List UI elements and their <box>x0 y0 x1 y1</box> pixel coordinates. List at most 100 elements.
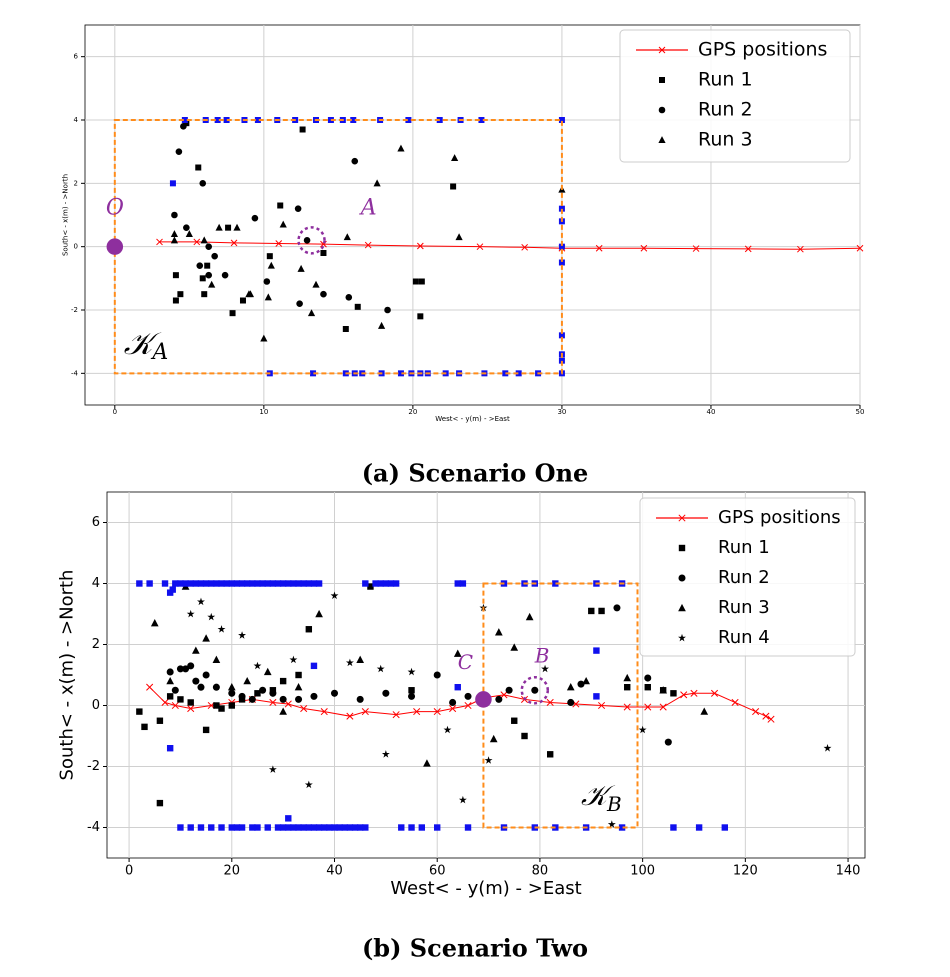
point <box>354 303 361 310</box>
point <box>161 698 169 707</box>
point <box>177 291 184 298</box>
point <box>199 275 206 282</box>
legend-marker <box>678 633 686 642</box>
annotation: O <box>106 196 124 221</box>
point <box>407 667 416 676</box>
point <box>230 239 238 247</box>
legend-label: Run 3 <box>698 129 753 151</box>
point <box>156 717 164 724</box>
point <box>525 612 534 621</box>
point <box>307 309 316 317</box>
point <box>285 580 292 587</box>
point <box>146 683 154 691</box>
x-tick-label: 30 <box>557 408 566 416</box>
point <box>343 233 351 241</box>
point <box>171 686 179 694</box>
point <box>285 824 292 831</box>
legend-label: Run 4 <box>718 627 770 648</box>
point <box>239 297 246 304</box>
point <box>531 686 539 694</box>
point <box>433 671 441 679</box>
point <box>297 264 305 272</box>
point <box>464 701 472 710</box>
point <box>172 272 179 279</box>
point <box>187 699 194 706</box>
point <box>767 715 775 723</box>
legend-marker <box>678 514 686 522</box>
point <box>361 708 369 716</box>
point <box>710 689 719 697</box>
point <box>367 583 374 590</box>
point <box>259 686 267 694</box>
point <box>346 712 354 720</box>
point <box>362 824 369 831</box>
point <box>382 580 390 587</box>
point <box>228 689 236 697</box>
point <box>356 824 364 831</box>
point <box>413 708 421 716</box>
point <box>238 580 246 587</box>
point <box>192 580 200 587</box>
point <box>201 291 208 298</box>
point <box>644 684 651 691</box>
point <box>233 824 241 831</box>
point <box>345 658 354 667</box>
point <box>521 732 528 740</box>
point <box>454 684 461 691</box>
point <box>346 824 354 831</box>
point <box>692 245 700 252</box>
point <box>644 674 652 682</box>
point <box>202 726 210 734</box>
legend-marker <box>678 603 686 612</box>
point <box>310 662 318 670</box>
point <box>670 824 677 831</box>
point <box>202 634 210 642</box>
point <box>330 591 339 600</box>
point <box>856 244 864 252</box>
point <box>254 117 261 123</box>
point <box>243 580 251 587</box>
highlight-dot <box>106 238 124 255</box>
y-tick-label: 4 <box>74 116 79 124</box>
point <box>289 655 298 664</box>
annotation-text: O <box>106 196 124 221</box>
point <box>387 580 395 587</box>
point <box>218 580 225 587</box>
point <box>146 580 153 587</box>
point <box>259 580 266 587</box>
point <box>303 237 311 244</box>
point <box>233 580 241 587</box>
point <box>598 607 605 615</box>
point <box>454 580 461 587</box>
point <box>294 205 302 212</box>
point <box>254 824 261 831</box>
point <box>397 370 404 377</box>
point <box>392 580 400 587</box>
point <box>246 290 255 298</box>
legend-marker <box>659 77 665 83</box>
annotation-text: A <box>359 196 377 221</box>
point <box>350 117 357 123</box>
point <box>500 691 508 699</box>
annotation-text: C <box>458 649 473 673</box>
point <box>336 824 343 831</box>
point <box>731 698 739 707</box>
point <box>588 607 595 615</box>
point <box>150 618 159 627</box>
point <box>356 695 364 703</box>
point <box>417 313 424 320</box>
point <box>607 820 616 828</box>
point <box>351 157 359 165</box>
point <box>264 824 271 831</box>
point <box>455 233 463 241</box>
point <box>315 580 323 587</box>
point <box>177 824 184 831</box>
point <box>408 687 415 694</box>
point <box>558 243 565 250</box>
point <box>269 689 277 697</box>
point <box>762 712 770 720</box>
point <box>254 580 261 587</box>
point <box>205 271 213 279</box>
point <box>476 243 484 251</box>
point <box>166 668 174 676</box>
